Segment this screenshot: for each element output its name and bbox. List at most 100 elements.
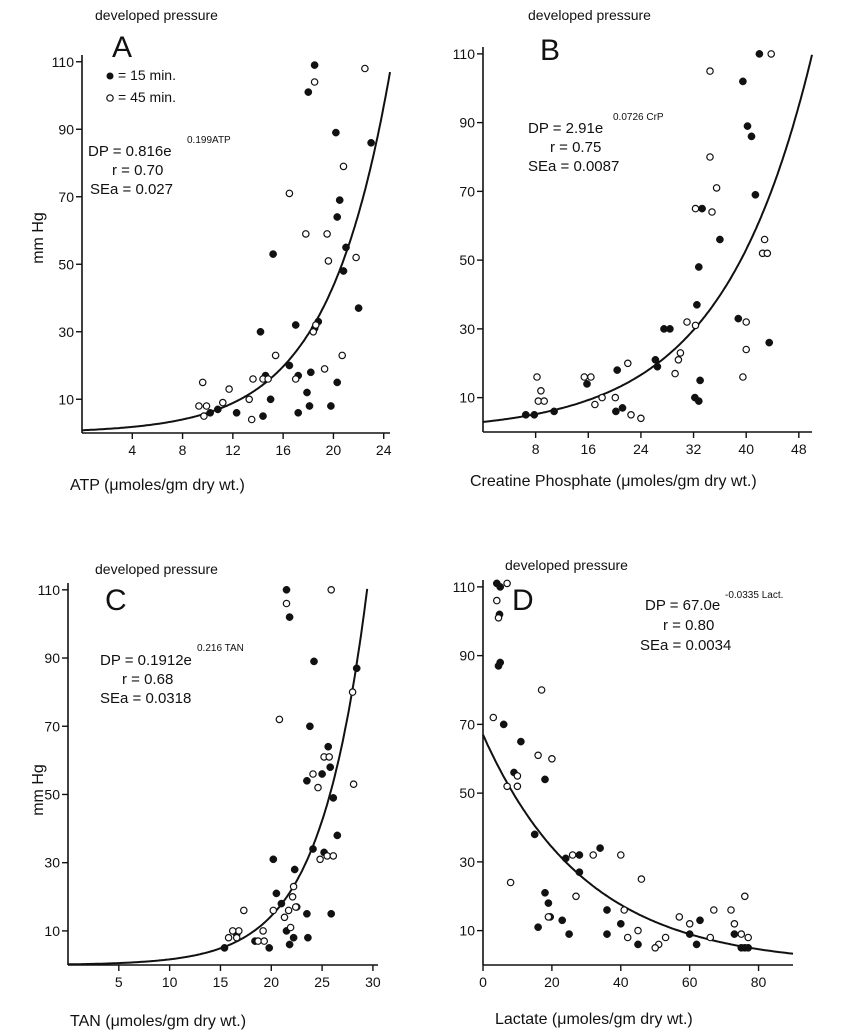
- data-point-45min: [249, 375, 257, 383]
- legend-15min-marker: [106, 72, 114, 80]
- data-point-15min: [310, 657, 318, 666]
- data-point-15min: [575, 868, 584, 877]
- data-point-15min: [367, 138, 375, 147]
- data-point-45min: [691, 321, 700, 330]
- data-point-45min: [259, 927, 267, 935]
- data-point-45min: [260, 937, 269, 945]
- y-tick-label: 30: [58, 324, 74, 340]
- data-point-15min: [326, 763, 335, 772]
- data-point-15min: [751, 190, 760, 199]
- panel-b-title: developed pressure: [528, 7, 651, 23]
- legend-45min-label: = 45 min.: [118, 89, 176, 105]
- data-point-45min: [291, 903, 300, 911]
- data-point-45min: [534, 751, 542, 760]
- data-point-15min: [269, 250, 277, 258]
- data-point-15min: [306, 368, 315, 377]
- data-point-45min: [744, 933, 753, 942]
- x-tick-label: 10: [162, 974, 178, 990]
- panel-c-eq-lhs: DP = 0.1912e: [100, 652, 192, 669]
- data-point-15min: [272, 889, 281, 898]
- data-point-15min: [329, 794, 338, 802]
- data-point-45min: [580, 373, 589, 381]
- data-point-45min: [339, 162, 348, 171]
- panel-a-eq-lhs: DP = 0.816e: [88, 143, 172, 160]
- data-point-45min: [763, 249, 772, 258]
- panel-c-eq-exponent: 0.216 TAN: [197, 643, 244, 654]
- data-point-45min: [760, 235, 769, 244]
- panel-a-letter: A: [112, 31, 132, 64]
- data-point-15min: [692, 940, 701, 949]
- data-point-15min: [304, 933, 312, 942]
- data-point-15min: [354, 304, 363, 312]
- data-point-15min: [352, 664, 361, 673]
- y-tick-label: 10: [44, 923, 60, 939]
- data-point-45min: [661, 933, 670, 942]
- data-point-45min: [737, 930, 746, 938]
- data-point-15min: [596, 844, 604, 852]
- panel-a-title: developed pressure: [95, 7, 218, 23]
- panel-a-eq-exponent: 0.199ATP: [187, 135, 231, 146]
- panel-c-ylabel: mm Hg: [30, 764, 47, 816]
- data-point-15min: [259, 412, 267, 420]
- x-tick-label: 12: [225, 442, 241, 458]
- x-tick-label: 32: [686, 441, 702, 457]
- data-point-15min: [304, 88, 313, 96]
- data-point-45min: [219, 398, 227, 407]
- data-point-15min: [583, 380, 591, 388]
- data-point-15min: [739, 77, 747, 86]
- data-point-15min: [310, 61, 319, 69]
- data-point-45min: [202, 402, 211, 410]
- y-tick-label: 110: [38, 582, 61, 598]
- data-point-15min: [327, 402, 335, 410]
- data-point-15min: [765, 338, 774, 347]
- data-point-45min: [589, 851, 598, 859]
- panel-c-title: developed pressure: [95, 561, 218, 577]
- data-point-45min: [706, 153, 714, 161]
- data-point-45min: [537, 686, 546, 694]
- data-point-45min: [329, 852, 338, 860]
- data-point-45min: [727, 906, 735, 914]
- data-point-45min: [627, 410, 635, 419]
- y-tick-label: 30: [459, 854, 475, 870]
- data-point-45min: [739, 373, 747, 381]
- data-point-15min: [693, 300, 701, 309]
- data-point-45min: [316, 855, 324, 864]
- data-point-15min: [634, 940, 642, 949]
- data-point-15min: [616, 919, 625, 928]
- data-point-15min: [333, 213, 342, 221]
- data-point-15min: [282, 585, 291, 594]
- data-point-45min: [503, 782, 511, 791]
- data-point-45min: [742, 345, 751, 354]
- data-point-15min: [306, 722, 314, 731]
- data-point-15min: [747, 132, 756, 141]
- data-point-15min: [332, 128, 340, 137]
- data-point-15min: [534, 923, 542, 932]
- data-point-45min: [706, 67, 714, 75]
- data-point-15min: [565, 930, 573, 938]
- data-point-15min: [285, 613, 294, 621]
- x-tick-label: 20: [326, 442, 342, 458]
- data-point-45min: [301, 230, 310, 238]
- data-point-15min: [651, 355, 660, 364]
- data-point-45min: [712, 184, 721, 192]
- data-point-15min: [303, 388, 311, 397]
- data-point-45min: [620, 906, 629, 914]
- fit-curve: [82, 71, 391, 432]
- panel-c-letter: C: [105, 584, 127, 617]
- data-point-15min: [318, 770, 326, 778]
- x-tick-label: 40: [613, 974, 629, 990]
- x-tick-label: 20: [544, 974, 560, 990]
- data-point-15min: [327, 909, 336, 918]
- data-point-45min: [309, 327, 318, 336]
- panel-d-eq-lhs: DP = 67.0e: [645, 597, 720, 614]
- x-tick-label: 0: [479, 974, 487, 990]
- panel-c-eq-r: r = 0.68: [122, 671, 173, 688]
- x-tick-label: 48: [791, 441, 807, 457]
- data-point-15min: [285, 940, 294, 949]
- data-point-45min: [489, 713, 498, 722]
- data-point-45min: [740, 892, 749, 901]
- data-point-45min: [676, 349, 685, 357]
- data-point-45min: [323, 230, 331, 238]
- data-point-45min: [623, 933, 632, 942]
- data-point-45min: [544, 913, 553, 921]
